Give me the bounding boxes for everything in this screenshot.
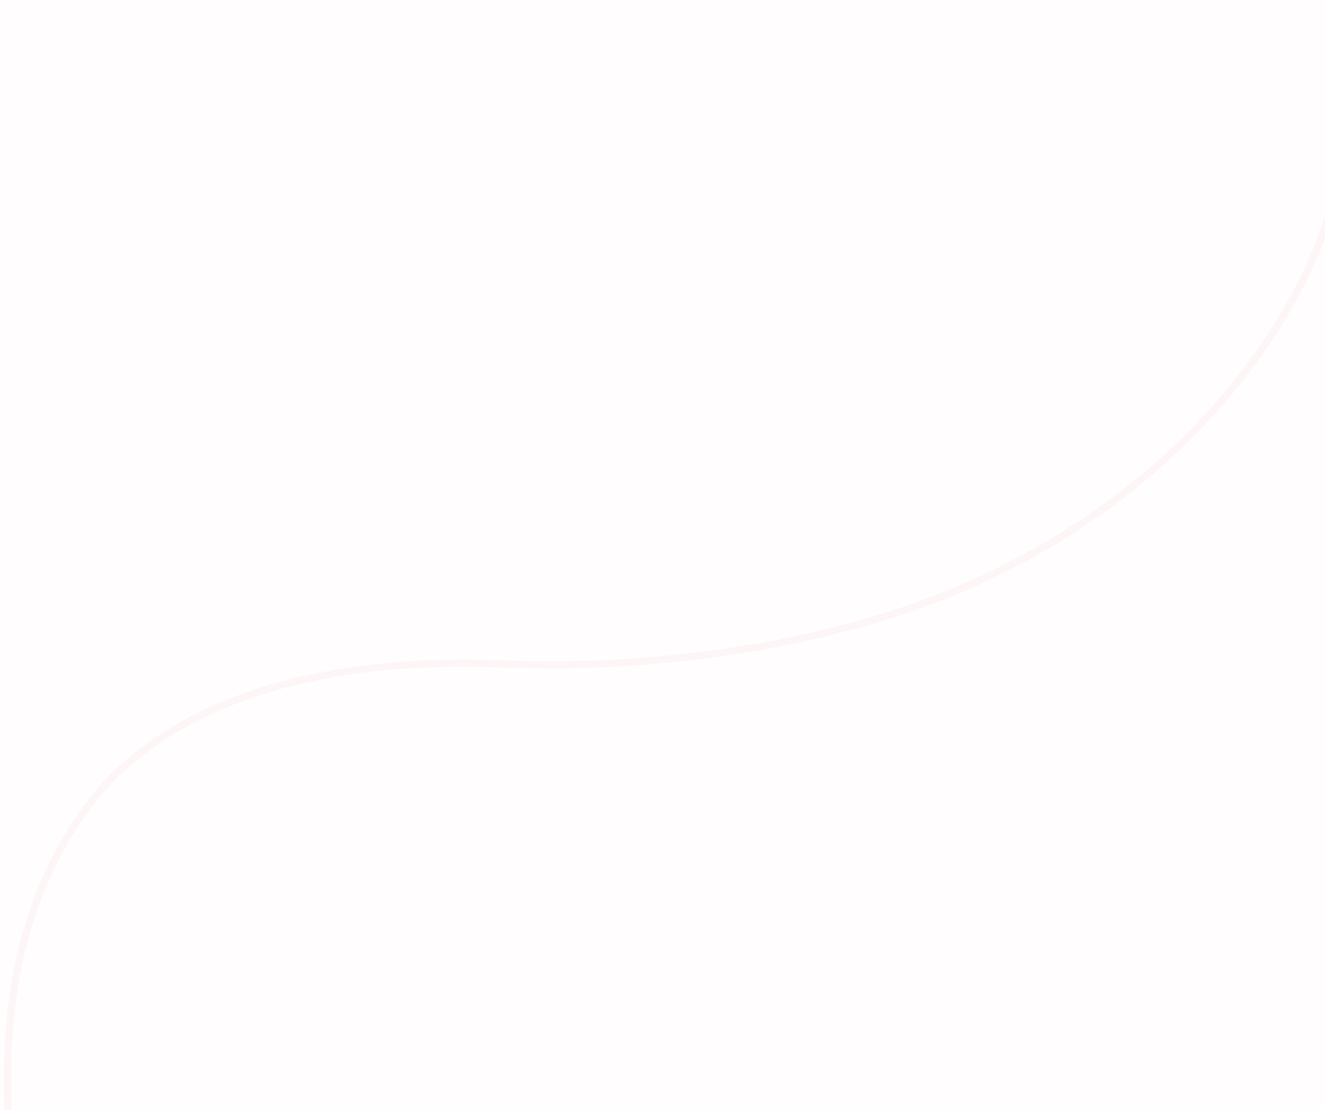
decorative-curve <box>3 216 1325 1110</box>
